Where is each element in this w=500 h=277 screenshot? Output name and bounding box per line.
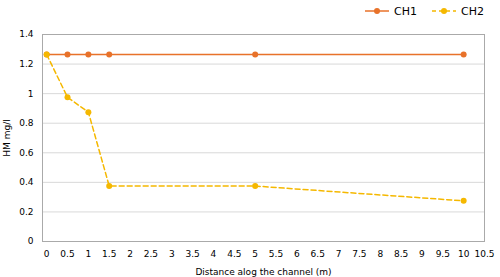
svg-text:7.5: 7.5 bbox=[352, 249, 366, 259]
svg-text:HM mg/l: HM mg/l bbox=[2, 119, 12, 156]
svg-text:10: 10 bbox=[458, 249, 470, 259]
svg-text:1.2: 1.2 bbox=[19, 59, 33, 69]
svg-text:3: 3 bbox=[169, 249, 175, 259]
svg-text:4: 4 bbox=[211, 249, 217, 259]
svg-text:0.2: 0.2 bbox=[19, 207, 33, 217]
svg-text:3.5: 3.5 bbox=[185, 249, 199, 259]
svg-text:0.6: 0.6 bbox=[19, 148, 34, 158]
svg-text:1.5: 1.5 bbox=[102, 249, 116, 259]
svg-text:8: 8 bbox=[377, 249, 383, 259]
svg-text:4.5: 4.5 bbox=[227, 249, 241, 259]
svg-text:1: 1 bbox=[28, 89, 34, 99]
svg-text:5: 5 bbox=[252, 249, 258, 259]
svg-text:9.5: 9.5 bbox=[436, 249, 450, 259]
svg-text:2.5: 2.5 bbox=[144, 249, 158, 259]
svg-text:0.5: 0.5 bbox=[60, 249, 74, 259]
svg-text:Distance alog the channel (m): Distance alog the channel (m) bbox=[195, 267, 331, 277]
svg-text:2: 2 bbox=[127, 249, 133, 259]
svg-text:10.5: 10.5 bbox=[474, 249, 494, 259]
svg-text:0.8: 0.8 bbox=[19, 118, 34, 128]
svg-text:0.4: 0.4 bbox=[19, 177, 34, 187]
svg-text:9: 9 bbox=[419, 249, 425, 259]
svg-text:0: 0 bbox=[44, 249, 50, 259]
svg-text:5.5: 5.5 bbox=[269, 249, 283, 259]
svg-text:6.5: 6.5 bbox=[311, 249, 325, 259]
html-text:CH2: CH2 bbox=[461, 4, 484, 18]
svg-text:1.4: 1.4 bbox=[19, 29, 34, 39]
svg-text:1: 1 bbox=[86, 249, 92, 259]
svg-text:8.5: 8.5 bbox=[394, 249, 408, 259]
svg-text:6: 6 bbox=[294, 249, 300, 259]
html-text:CH1: CH1 bbox=[394, 4, 417, 18]
svg-text:0: 0 bbox=[28, 236, 34, 246]
svg-text:7: 7 bbox=[336, 249, 342, 259]
